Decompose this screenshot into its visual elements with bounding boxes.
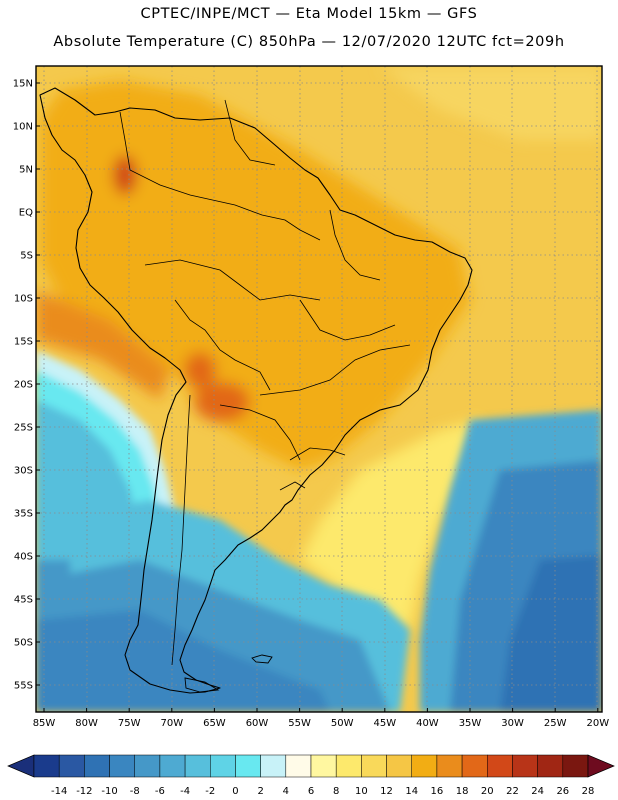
lon-label-65w: 65W: [203, 718, 226, 729]
colorbar-swatch: [260, 754, 287, 778]
colorbar-label: 0: [232, 786, 238, 797]
map-frame: [35, 65, 603, 713]
colorbar-label: 12: [380, 786, 393, 797]
title-line-2: Absolute Temperature (C) 850hPa — 12/07/…: [53, 34, 565, 50]
lat-label-5s: 5S: [20, 251, 33, 262]
colorbar-swatch: [310, 754, 337, 778]
lat-label-40s: 40S: [14, 552, 33, 563]
colorbar-label: 26: [556, 786, 569, 797]
colorbar-swatch: [487, 754, 513, 778]
colorbar-swatch: [562, 754, 589, 778]
country-borders: [119, 99, 411, 666]
lon-label-70w: 70W: [160, 718, 183, 729]
colorbar-swatch: [134, 754, 161, 778]
colorbar-label: 18: [456, 786, 469, 797]
colorbar-label: 28: [582, 786, 595, 797]
lat-label-20s: 20S: [14, 380, 33, 391]
colorbar-label: 20: [481, 786, 494, 797]
lon-label-50w: 50W: [331, 718, 354, 729]
colorbar-swatch: [84, 754, 110, 778]
lat-label-55s: 55S: [14, 681, 33, 692]
colorbar-label: 16: [431, 786, 444, 797]
colorbar-swatch: [210, 754, 236, 778]
lon-label-35w: 35W: [459, 718, 482, 729]
colorbar-swatch: [58, 754, 85, 778]
lon-label-55w: 55W: [288, 718, 311, 729]
colorbar-swatch: [109, 754, 135, 778]
colorbar-label: 10: [355, 786, 368, 797]
lat-label-10s: 10S: [14, 294, 33, 305]
lon-label-30w: 30W: [501, 718, 524, 729]
lat-label-35s: 35S: [14, 509, 33, 520]
colorbar-swatch: [159, 754, 186, 778]
colorbar-label: -4: [180, 786, 190, 797]
colorbar-label: -12: [76, 786, 92, 797]
colorbar-swatch: [461, 754, 488, 778]
colorbar-label: 8: [333, 786, 339, 797]
colorbar-swatch: [512, 754, 538, 778]
colorbar-label: -8: [130, 786, 140, 797]
lon-label-60w: 60W: [246, 718, 269, 729]
field-south-deep: [36, 610, 330, 712]
colorbar-label: -14: [51, 786, 67, 797]
colorbar-label: -2: [205, 786, 215, 797]
latitude-labels-group: 15N 10N 5N EQ 5S 10S 15S 20S 25S 30S 35S 40S 45S 50S 5…: [13, 79, 40, 692]
island-tierra-del-fuego: [184, 677, 220, 693]
temperature-field: [36, 66, 602, 712]
field-atlantic-deep: [500, 555, 602, 712]
colorbar-swatch: [537, 754, 564, 778]
colorbar-label: 22: [506, 786, 519, 797]
colorbar-label: 4: [283, 786, 289, 797]
field-atlantic-yellow: [300, 420, 480, 630]
longitude-labels-group: 85W 80W 75W 70W 65W 60W 55W 50W 45W 40W 35W 30W 25W 2…: [33, 708, 609, 729]
lon-label-20w: 20W: [586, 718, 609, 729]
colorbar-swatch: [361, 754, 387, 778]
colorbar-swatch: [184, 754, 211, 778]
lon-label-40w: 40W: [416, 718, 439, 729]
colorbar-label: 6: [308, 786, 314, 797]
colorbar-swatch: [235, 754, 261, 778]
colorbar-label: -6: [155, 786, 165, 797]
coastline-south-america: [39, 87, 473, 694]
lat-label-10n: 10N: [13, 122, 33, 133]
lat-label-eq: EQ: [19, 208, 33, 219]
lat-label-45s: 45S: [14, 595, 33, 606]
island-falklands: [251, 654, 273, 664]
colorbar-label: -10: [101, 786, 117, 797]
lat-label-50s: 50S: [14, 638, 33, 649]
field-north-light: [380, 66, 602, 140]
lon-label-25w: 25W: [544, 718, 567, 729]
colorbar-swatch: [335, 754, 362, 778]
colorbar-swatch: [436, 754, 463, 778]
field-hotspot-chaco: [194, 382, 250, 422]
lat-label-30s: 30S: [14, 466, 33, 477]
field-land-warm: [40, 80, 470, 470]
colorbar-swatch: [386, 754, 412, 778]
colorbar-under-arrow: [7, 754, 35, 778]
field-sw-patch: [36, 560, 70, 600]
colorbar-swatch: [411, 754, 438, 778]
colorbar-swatch: [285, 754, 312, 778]
field-hotspot-colombia: [113, 155, 137, 195]
colorbar-label: 2: [257, 786, 263, 797]
lon-label-45w: 45W: [373, 718, 396, 729]
lon-label-75w: 75W: [118, 718, 141, 729]
lon-label-85w: 85W: [33, 718, 56, 729]
colorbar-over-arrow: [587, 754, 615, 778]
lat-label-5n: 5N: [19, 165, 33, 176]
colorbar-swatch: [33, 754, 60, 778]
lat-label-15n: 15N: [13, 79, 33, 90]
lat-label-25s: 25S: [14, 423, 33, 434]
field-pacific-strip: [36, 290, 170, 400]
lon-label-80w: 80W: [75, 718, 98, 729]
colorbar-label: 24: [531, 786, 544, 797]
colorbar-label: 14: [405, 786, 418, 797]
colorbar: -14 -12 -10 -8 -6 -4 -2 0 2 4 6 8 10 12 14 16 18 20 22 24 26…: [7, 754, 615, 797]
lat-label-15s: 15S: [14, 337, 33, 348]
field-hotspot-bolivia: [184, 352, 216, 388]
title-line-1: CPTEC/INPE/MCT — Eta Model 15km — GFS: [140, 6, 478, 22]
